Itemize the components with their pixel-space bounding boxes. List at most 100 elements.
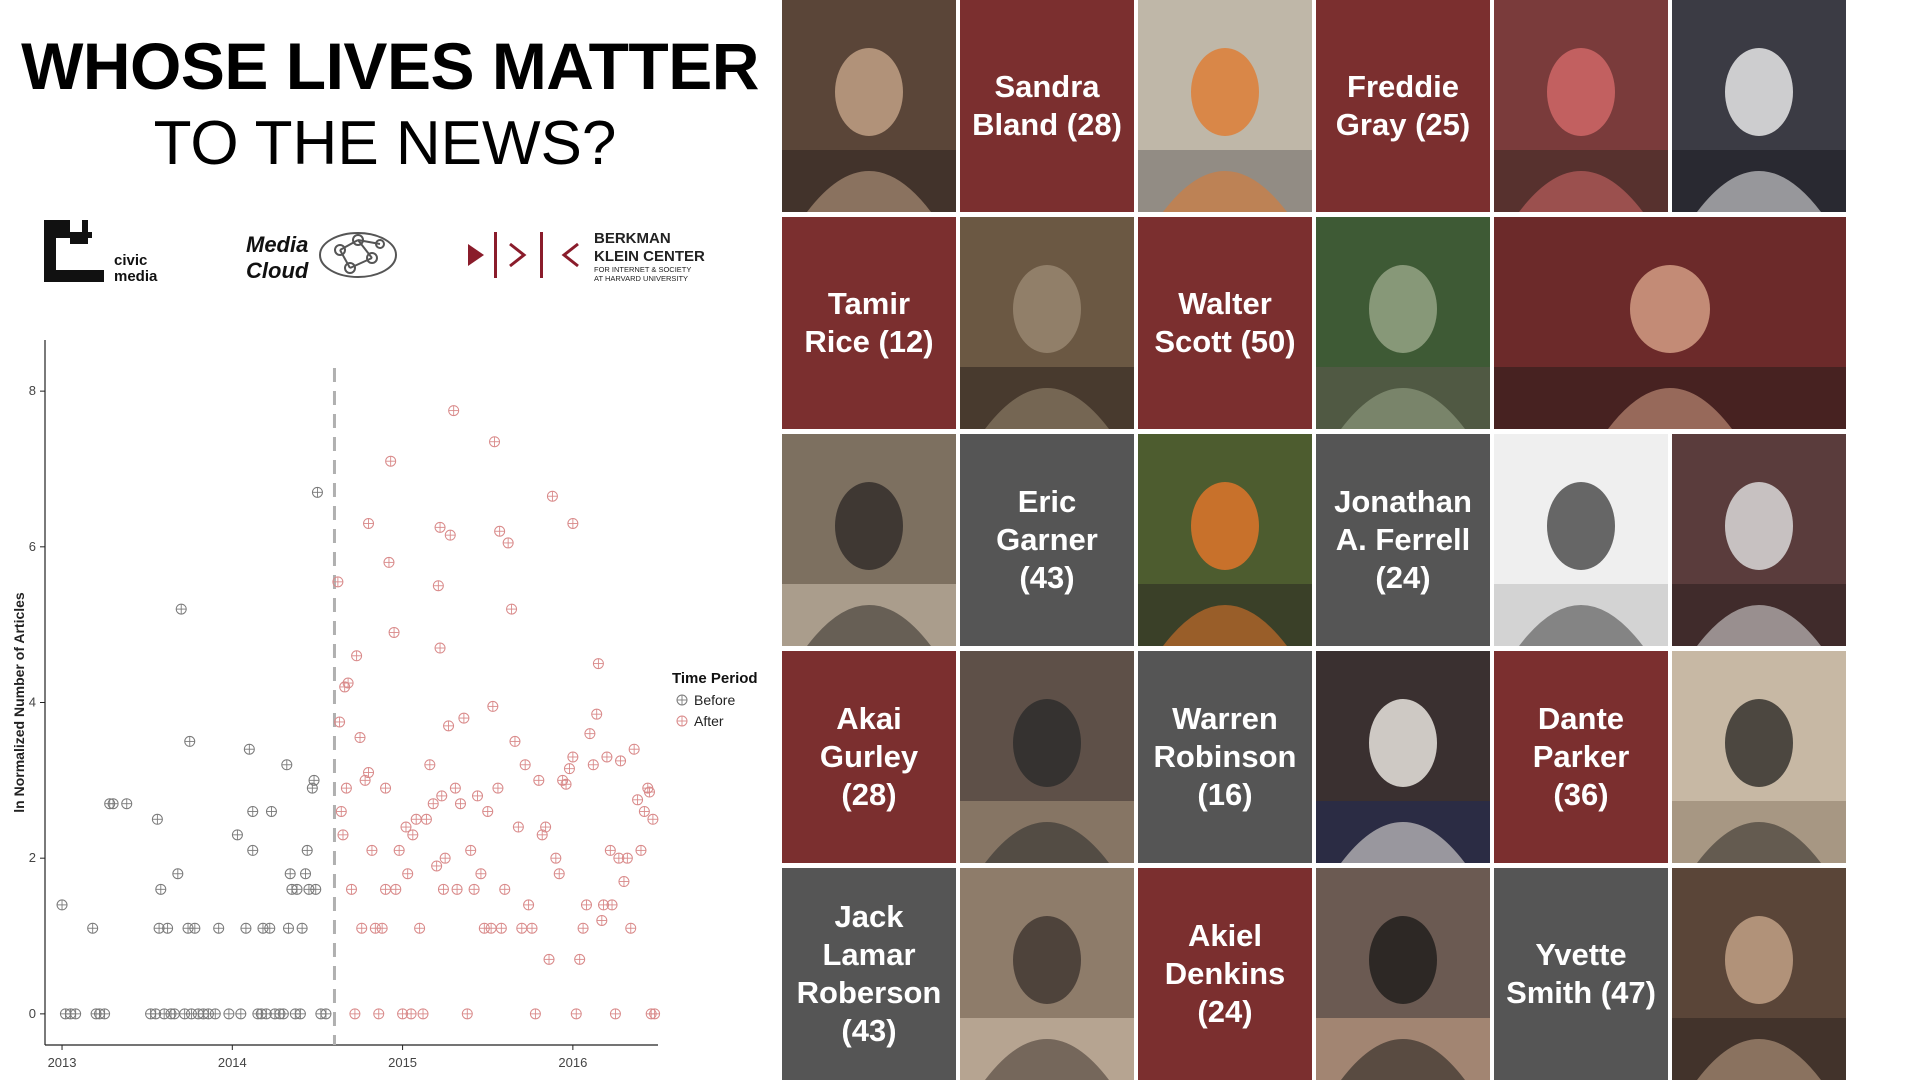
photo-placeholder: [1138, 434, 1312, 646]
point-after: [405, 1008, 417, 1020]
point-after: [577, 922, 589, 934]
point-before: [311, 486, 323, 498]
portrait-sailor-photo: [960, 868, 1134, 1080]
media-text: media: [114, 268, 158, 285]
point-before: [247, 844, 259, 856]
media-cloud-line1: Media: [246, 232, 308, 257]
victim-name: Sandra Bland (28): [972, 69, 1122, 142]
point-after: [475, 868, 487, 880]
point-after: [363, 767, 375, 779]
point-after: [359, 774, 371, 786]
point-before: [294, 1008, 306, 1020]
point-before: [296, 922, 308, 934]
point-after: [393, 844, 405, 856]
x-tick-label: 2015: [388, 1055, 417, 1070]
victim-name: Walter Scott (50): [1154, 286, 1296, 359]
point-after: [492, 782, 504, 794]
point-after: [443, 720, 455, 732]
point-before: [282, 922, 294, 934]
portrait-eric-garner-photo: [782, 434, 956, 646]
point-after: [334, 716, 346, 728]
point-after: [388, 626, 400, 638]
point-after: [424, 759, 436, 771]
point-after: [523, 899, 535, 911]
berkman-line4: AT HARVARD UNIVERSITY: [594, 274, 688, 283]
victim-name: Dante Parker (36): [1532, 701, 1630, 812]
y-axis-label: ln Normalized Number of Articles: [11, 592, 27, 813]
point-before: [184, 735, 196, 747]
point-after: [454, 798, 466, 810]
page-title: WHOSE LIVES MATTER: [21, 29, 759, 103]
name-tile: Akiel Denkins (24): [1138, 868, 1312, 1080]
point-after: [604, 844, 616, 856]
y-tick-label: 4: [29, 695, 36, 710]
name-tile: Jonathan A. Ferrell (24): [1316, 434, 1490, 646]
point-after: [340, 782, 352, 794]
point-before: [70, 1008, 82, 1020]
point-after: [647, 813, 659, 825]
berkman-line3: FOR INTERNET & SOCIETY: [594, 265, 691, 274]
victim-name: Tamir Rice (12): [804, 286, 934, 359]
victim-name: Akai Gurley (28): [819, 701, 919, 812]
portrait-freddie-gray-photo: [1494, 0, 1668, 212]
photo-placeholder: [1316, 868, 1490, 1080]
victim-name: Yvette Smith (47): [1506, 937, 1656, 1010]
berkman-klein-logo: BERKMAN KLEIN CENTER FOR INTERNET & SOCI…: [468, 230, 705, 283]
point-after: [635, 844, 647, 856]
point-after: [509, 735, 521, 747]
point-after: [638, 805, 650, 817]
victim-name: Eric Garner (43): [996, 484, 1098, 595]
civic-text: civic: [114, 252, 147, 269]
photo-placeholder: [782, 434, 956, 646]
point-after: [533, 774, 545, 786]
point-before: [235, 1008, 247, 1020]
point-after: [495, 922, 507, 934]
portrait-sandra-bland-photo: [782, 0, 956, 212]
victim-name: Akiel Denkins (24): [1164, 918, 1286, 1029]
point-after: [580, 899, 592, 911]
point-after: [380, 782, 392, 794]
point-after: [431, 860, 443, 872]
point-after: [380, 883, 392, 895]
point-after: [499, 883, 511, 895]
point-before: [291, 883, 303, 895]
portrait-tamir-rice-photo: [960, 217, 1134, 429]
point-after: [417, 1008, 429, 1020]
legend-label: Before: [694, 692, 735, 708]
point-after: [332, 576, 344, 588]
point-after: [512, 821, 524, 833]
point-before: [320, 1008, 332, 1020]
chart-axes: 0 2 4 6 8 2013 2014 2015 2016 ln Normalized Numbe…: [11, 340, 658, 1070]
point-before: [107, 798, 119, 810]
point-after: [342, 677, 354, 689]
name-tile: Dante Parker (36): [1494, 651, 1668, 863]
logo-row: civic media Media Cloud BERKMAN KLEI: [0, 210, 780, 290]
photo-placeholder: [1672, 434, 1846, 646]
left-panel: WHOSE LIVES MATTER TO THE NEWS? civic me…: [0, 0, 780, 1080]
point-after: [536, 829, 548, 841]
police-arrest-photo: [1672, 0, 1846, 212]
point-after: [550, 852, 562, 864]
point-before: [300, 868, 312, 880]
berkman-arrow-icon: [468, 244, 484, 266]
point-after: [451, 883, 463, 895]
point-before: [121, 798, 133, 810]
name-tile: Eric Garner (43): [960, 434, 1134, 646]
point-after: [400, 821, 412, 833]
point-before: [56, 899, 68, 911]
legend-entry-after: After: [676, 713, 724, 729]
photo-placeholder: [960, 868, 1134, 1080]
body-diagram-photo: [1672, 434, 1846, 646]
point-before: [213, 922, 225, 934]
point-after: [643, 786, 655, 798]
victim-name: Warren Robinson (16): [1153, 701, 1297, 812]
point-after: [427, 798, 439, 810]
point-after: [363, 517, 375, 529]
point-after: [546, 490, 558, 502]
point-after: [618, 876, 630, 888]
point-before: [162, 922, 174, 934]
data-points: [56, 405, 661, 1020]
legend-entry-before: Before: [676, 692, 735, 708]
photo-placeholder: [1672, 0, 1846, 212]
point-before: [243, 743, 255, 755]
